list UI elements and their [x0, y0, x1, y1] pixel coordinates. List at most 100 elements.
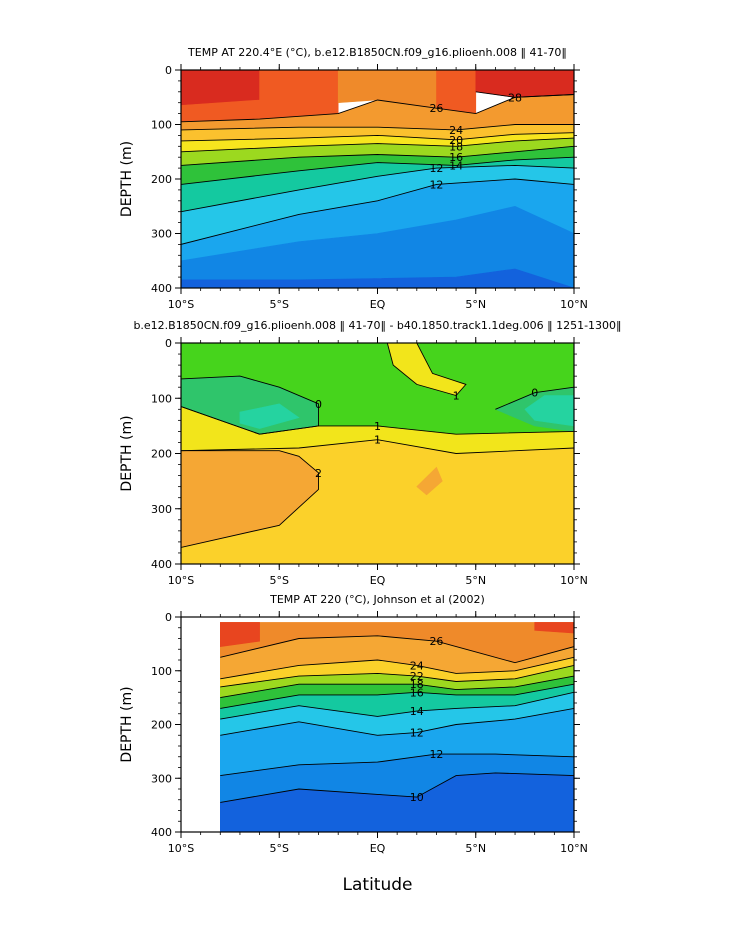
x-tick-label-0: 10°S: [168, 842, 194, 855]
x-tick-label-4: 10°N: [560, 842, 588, 855]
contour-line-7: [220, 707, 574, 736]
contour-band-10: [416, 466, 443, 496]
contour-line-6: [181, 450, 319, 548]
y-tick-label-1: 100: [151, 392, 172, 405]
contour-line-3: [495, 386, 574, 410]
contour-label-6: 16: [449, 151, 463, 164]
panel-title: TEMP AT 220 (°C), Johnson et al (2002): [269, 593, 485, 606]
contour-band-4: [239, 403, 300, 429]
y-tick-label-4: 400: [151, 282, 172, 295]
x-axis-label: Latitude: [343, 875, 413, 895]
x-tick-label-3: 5°N: [465, 298, 486, 311]
contour-label-7: 12: [410, 727, 424, 740]
y-axis-label: DEPTH (m): [119, 415, 135, 491]
contour-line-1: [220, 635, 574, 664]
filled-contours: [181, 343, 574, 564]
contour-band-6: [524, 395, 574, 427]
y-tick-label-3: 300: [151, 772, 172, 785]
contour-line-3: [181, 124, 574, 131]
contour-label-9: 10: [410, 791, 424, 804]
y-axis-label: DEPTH (m): [119, 686, 135, 762]
x-tick-label-4: 10°N: [560, 574, 588, 587]
contour-label-8: 12: [429, 748, 443, 761]
contour-line-9: [181, 178, 574, 245]
x-tick-label-3: 5°N: [465, 842, 486, 855]
y-tick-label-0: 0: [165, 64, 172, 77]
y-tick-label-4: 400: [151, 826, 172, 839]
contour-label-2: 26: [429, 102, 443, 115]
contour-line-8: [181, 164, 574, 213]
contour-line-6: [181, 145, 574, 166]
contour-label-1: 26: [429, 635, 443, 648]
x-tick-label-1: 5°S: [270, 842, 289, 855]
contour-line-9: [220, 772, 574, 803]
contour-band-3: [534, 622, 574, 634]
y-tick-label-4: 400: [151, 558, 172, 571]
contour-line-1: [386, 343, 467, 397]
contour-line-8: [220, 753, 574, 777]
y-tick-label-2: 200: [151, 173, 172, 186]
contour-label-8: 12: [429, 162, 443, 175]
filled-contours: [181, 70, 574, 288]
contour-label-5: 16: [410, 686, 424, 699]
contour-line-2: [181, 94, 574, 123]
contour-line-7: [181, 156, 574, 185]
y-tick-label-1: 100: [151, 665, 172, 678]
y-tick-label-3: 300: [151, 228, 172, 241]
contour-line-6: [220, 691, 574, 720]
y-tick-label-0: 0: [165, 337, 172, 350]
filled-contours: [220, 622, 574, 832]
contour-line-2: [220, 656, 574, 680]
y-axis-label: DEPTH (m): [119, 141, 135, 217]
x-tick-label-0: 10°S: [168, 298, 194, 311]
contour-line-4: [181, 132, 574, 142]
x-tick-label-0: 10°S: [168, 574, 194, 587]
contour-line-4: [181, 406, 574, 435]
contour-line-4: [220, 675, 574, 699]
contour-line-5: [220, 683, 574, 709]
y-tick-label-0: 0: [165, 611, 172, 624]
contour-label-1: 1: [453, 389, 460, 402]
panel-title: b.e12.B1850CN.f09_g16.plioenh.008 ‖ 41-7…: [133, 319, 621, 332]
panel-title: TEMP AT 220.4°E (°C), b.e12.B1850CN.f09_…: [187, 46, 567, 59]
contour-label-2: 24: [410, 659, 424, 672]
contour-label-6: 14: [410, 705, 424, 718]
y-tick-label-3: 300: [151, 503, 172, 516]
contour-band-2: [220, 622, 260, 647]
contour-label-3: 24: [449, 124, 463, 137]
contour-label-5: 1: [374, 434, 381, 447]
contour-band-5: [475, 70, 574, 98]
contour-line-5: [181, 137, 574, 153]
x-tick-label-2: EQ: [370, 574, 386, 587]
contour-label-5: 18: [449, 140, 463, 153]
contour-label-4: 20: [449, 134, 463, 147]
y-tick-label-2: 200: [151, 719, 172, 732]
contour-band-1: [181, 70, 260, 106]
contour-label-4: 18: [410, 678, 424, 691]
contour-line-5: [181, 439, 574, 454]
y-tick-label-1: 100: [151, 119, 172, 132]
x-tick-label-3: 5°N: [465, 574, 486, 587]
x-tick-label-2: EQ: [370, 842, 386, 855]
y-tick-label-2: 200: [151, 448, 172, 461]
x-tick-label-2: EQ: [370, 298, 386, 311]
x-tick-label-4: 10°N: [560, 298, 588, 311]
contour-label-7: 14: [449, 159, 463, 172]
contour-label-4: 1: [374, 420, 381, 433]
contour-label-9: 12: [429, 178, 443, 191]
contour-label-3: 22: [410, 670, 424, 683]
x-tick-label-1: 5°S: [270, 574, 289, 587]
contour-line-3: [220, 664, 574, 688]
contour-label-6: 2: [315, 467, 322, 480]
contour-label-3: 0: [531, 387, 538, 400]
contour-band-15: [181, 268, 574, 288]
x-tick-label-1: 5°S: [270, 298, 289, 311]
contour-label-2: 0: [315, 398, 322, 411]
